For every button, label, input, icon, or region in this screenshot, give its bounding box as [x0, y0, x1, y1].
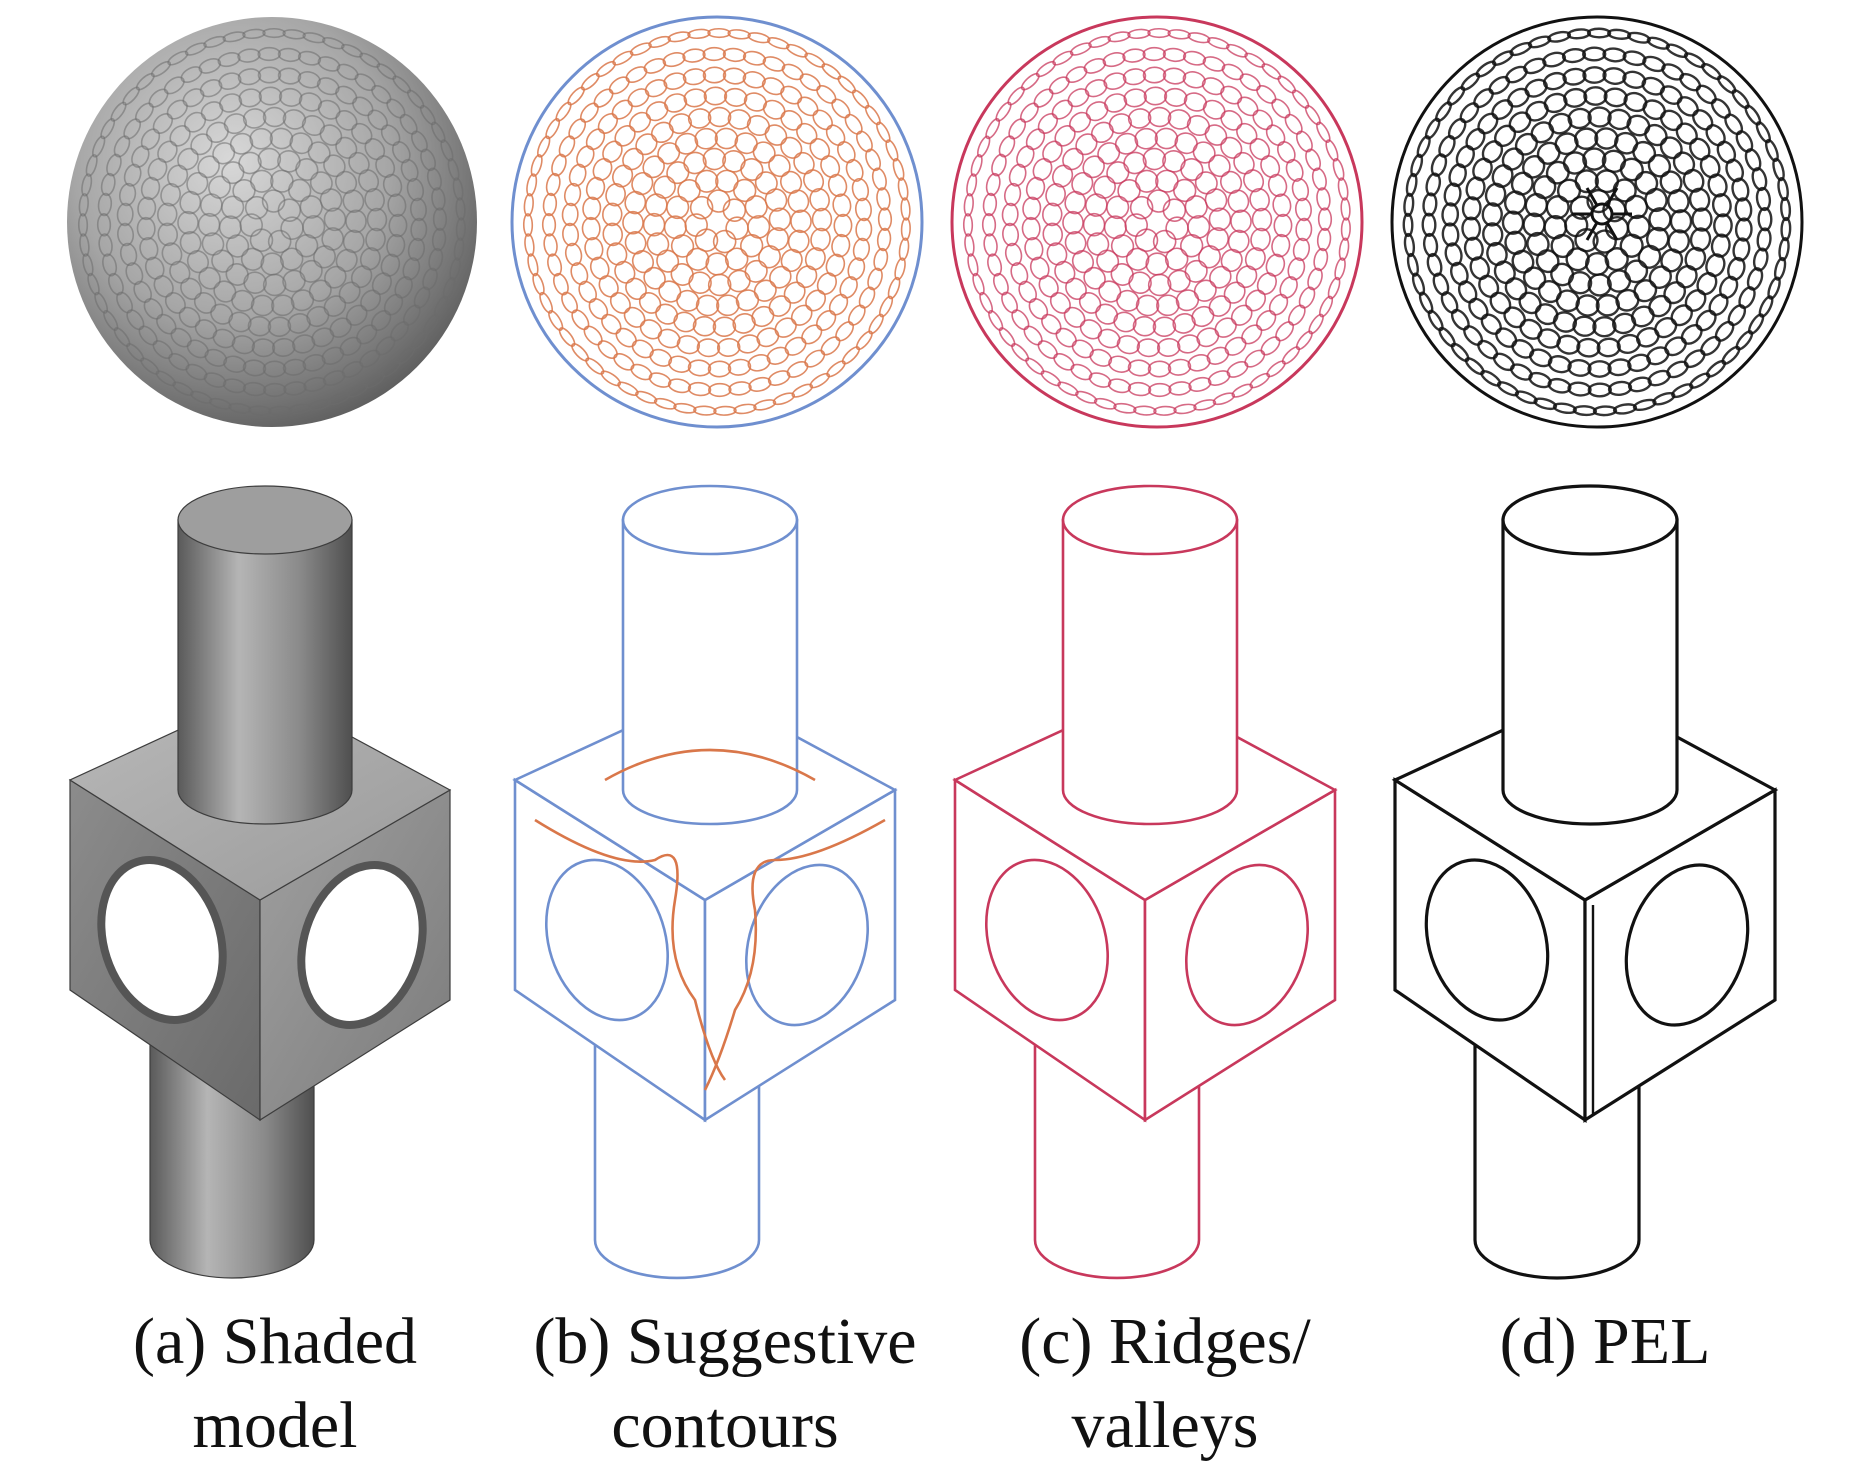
caption-b-line1: (b) Suggestive — [533, 1305, 917, 1378]
left-hole — [1424, 858, 1550, 1022]
caption-b-line2: contours — [611, 1389, 839, 1462]
dimples-c — [962, 27, 1351, 416]
right-hole — [1624, 863, 1750, 1027]
caption-a: (a) Shaded model — [55, 1300, 495, 1468]
panel-b — [510, 15, 924, 1280]
right-hole — [744, 863, 870, 1027]
caption-c: (c) Ridges/ valleys — [945, 1300, 1385, 1468]
right-hole — [1184, 863, 1310, 1027]
caption-d-line1: (d) PEL — [1499, 1305, 1711, 1378]
panel-a — [67, 17, 477, 1279]
left-hole — [984, 858, 1110, 1022]
caption-a-line2: model — [192, 1389, 358, 1462]
left-hole — [97, 855, 227, 1025]
dimples-a — [77, 27, 466, 416]
golf-ball-b — [510, 15, 924, 429]
cube-cylinder-d — [1391, 484, 1779, 1280]
cylinder-cap — [621, 484, 799, 556]
golf-ball-d — [1390, 15, 1804, 429]
golf-ball-c — [950, 15, 1364, 429]
cube-cylinder-a — [68, 485, 452, 1279]
caption-b: (b) Suggestive contours — [505, 1300, 945, 1468]
cylinder-cap — [1061, 484, 1239, 556]
center-star-d — [1572, 187, 1632, 241]
caption-d: (d) PEL — [1385, 1300, 1825, 1384]
golf-ball-a — [67, 17, 477, 427]
caption-c-line2: valleys — [1071, 1389, 1259, 1462]
right-hole — [297, 860, 427, 1030]
caption-c-line1: (c) Ridges/ — [1019, 1305, 1311, 1378]
cylinder-cap — [1501, 484, 1679, 556]
left-hole — [544, 858, 670, 1022]
cylinder-cap — [177, 485, 353, 555]
panel-c — [950, 15, 1364, 1280]
cube-cylinder-c — [952, 484, 1338, 1280]
dimples-b — [522, 27, 911, 416]
panel-d — [1390, 15, 1804, 1280]
caption-a-line1: (a) Shaded — [132, 1305, 418, 1378]
cube-cylinder-b — [512, 484, 898, 1280]
